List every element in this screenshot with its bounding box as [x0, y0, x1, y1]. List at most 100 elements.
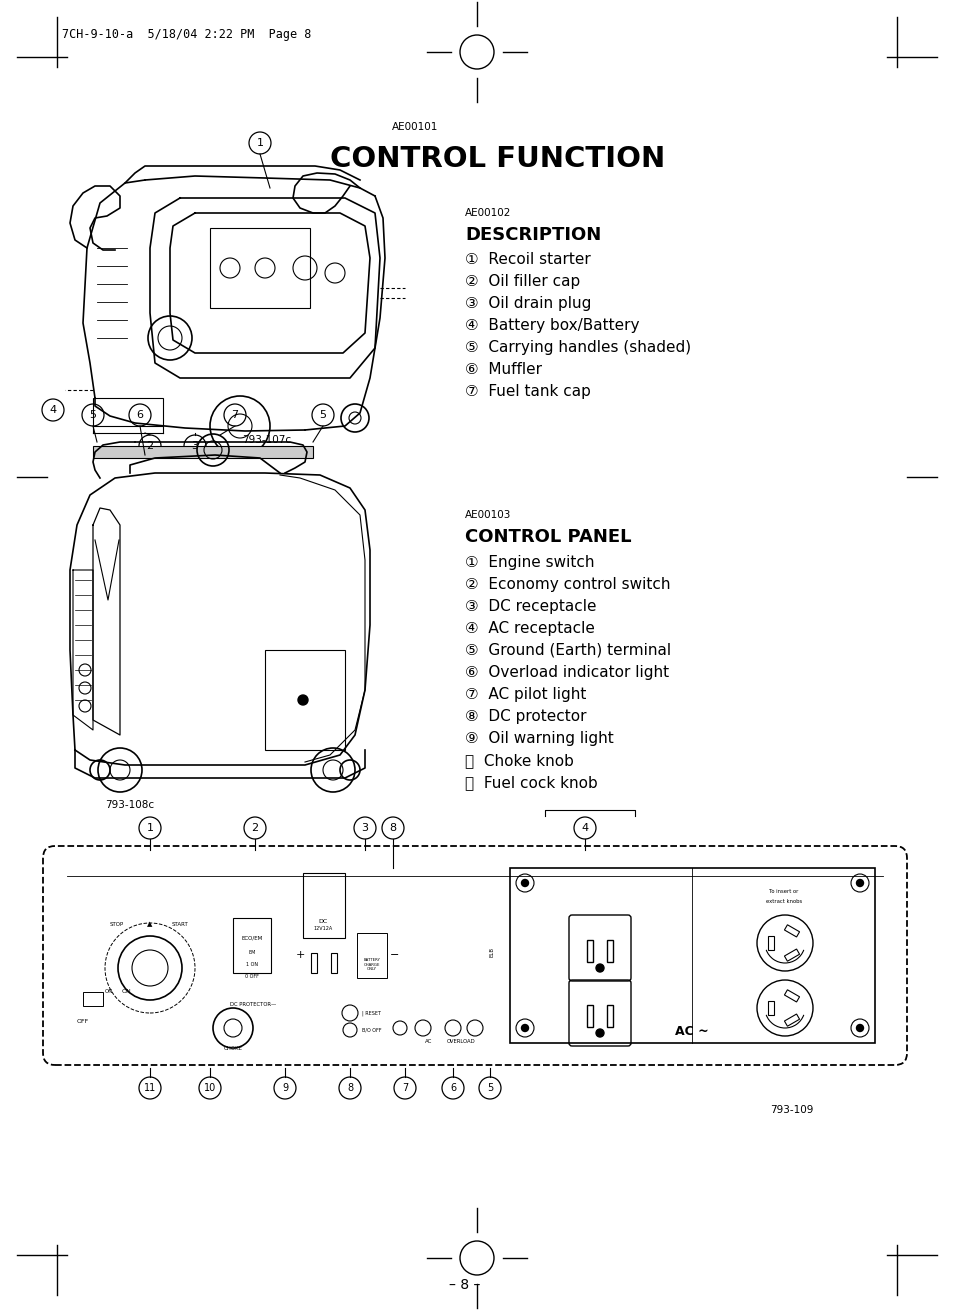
Text: 1: 1: [256, 138, 263, 148]
Bar: [767, 1001, 773, 1015]
Bar: [331, 953, 336, 974]
Bar: [233, 918, 271, 974]
Text: ON: ON: [122, 989, 132, 994]
Text: 793-108c: 793-108c: [105, 800, 154, 810]
Text: ①  Engine switch: ① Engine switch: [464, 555, 594, 569]
Text: 1: 1: [147, 823, 153, 833]
Text: +: +: [295, 950, 304, 960]
Text: 793-107c: 793-107c: [242, 436, 291, 445]
Bar: [83, 992, 103, 1006]
Text: ③  Oil drain plug: ③ Oil drain plug: [464, 297, 591, 311]
Text: extract knobs: extract knobs: [765, 899, 801, 904]
Bar: [265, 649, 345, 750]
Bar: [783, 989, 799, 1002]
Text: AE00101: AE00101: [392, 122, 438, 133]
Text: 2: 2: [252, 823, 258, 833]
Text: 2: 2: [146, 441, 153, 451]
Text: ON: ON: [105, 989, 113, 994]
Text: ①  Recoil starter: ① Recoil starter: [464, 252, 590, 268]
Text: 4: 4: [50, 405, 56, 415]
Text: BATTERY
CHARGE
ONLY: BATTERY CHARGE ONLY: [363, 958, 380, 971]
Circle shape: [596, 1029, 603, 1036]
Text: OVERLOAD: OVERLOAD: [447, 1039, 476, 1044]
Text: 4: 4: [580, 823, 588, 833]
Text: 11: 11: [144, 1082, 156, 1093]
Circle shape: [596, 964, 603, 972]
Text: To insert or: To insert or: [768, 890, 798, 893]
Text: 0 OFF: 0 OFF: [245, 974, 258, 979]
Text: ③  DC receptacle: ③ DC receptacle: [464, 600, 596, 614]
Text: AE00103: AE00103: [464, 510, 511, 520]
Text: 793-109: 793-109: [769, 1105, 813, 1115]
Text: EM: EM: [248, 950, 255, 955]
Text: ⑦  Fuel tank cap: ⑦ Fuel tank cap: [464, 384, 590, 399]
Text: 3: 3: [192, 441, 198, 451]
Circle shape: [297, 695, 308, 705]
Text: CONTROL FUNCTION: CONTROL FUNCTION: [330, 146, 664, 173]
Bar: [606, 939, 613, 962]
Text: 5: 5: [319, 409, 326, 420]
Text: ECO/EM: ECO/EM: [241, 935, 262, 941]
Text: 8: 8: [389, 823, 396, 833]
Circle shape: [856, 1025, 862, 1031]
Bar: [303, 872, 345, 938]
Text: DC: DC: [318, 918, 327, 924]
Text: DESCRIPTION: DESCRIPTION: [464, 226, 600, 244]
Text: ⑥  Overload indicator light: ⑥ Overload indicator light: [464, 665, 668, 680]
Text: AE00102: AE00102: [464, 209, 511, 218]
Text: 8: 8: [347, 1082, 353, 1093]
Text: 5: 5: [90, 409, 96, 420]
Bar: [606, 1005, 613, 1027]
Text: 3: 3: [361, 823, 368, 833]
Bar: [586, 1005, 593, 1027]
Bar: [356, 933, 387, 977]
Text: ④  Battery box/Battery: ④ Battery box/Battery: [464, 318, 639, 333]
Bar: [92, 446, 313, 458]
Text: ⑨  Oil warning light: ⑨ Oil warning light: [464, 731, 613, 747]
Text: ⑤  Carrying handles (shaded): ⑤ Carrying handles (shaded): [464, 340, 690, 356]
Text: 5: 5: [486, 1082, 493, 1093]
Text: 1 ON: 1 ON: [246, 962, 258, 967]
Text: AC: AC: [424, 1039, 432, 1044]
Text: 9: 9: [282, 1082, 288, 1093]
Text: ②  Economy control switch: ② Economy control switch: [464, 577, 670, 592]
Bar: [210, 228, 310, 308]
Text: ⑫  Fuel cock knob: ⑫ Fuel cock knob: [464, 775, 598, 790]
Bar: [783, 949, 799, 962]
Bar: [586, 939, 593, 962]
Text: 7: 7: [232, 409, 238, 420]
Circle shape: [521, 879, 528, 887]
Text: ⑥  Muffler: ⑥ Muffler: [464, 362, 541, 377]
Text: CONTROL PANEL: CONTROL PANEL: [464, 527, 631, 546]
Text: 10: 10: [204, 1082, 216, 1093]
Text: – 8 –: – 8 –: [449, 1278, 480, 1292]
Bar: [311, 953, 316, 974]
Text: CHOKE: CHOKE: [223, 1046, 242, 1051]
Text: B/O OFF: B/O OFF: [361, 1027, 381, 1033]
Text: ⑧  DC protector: ⑧ DC protector: [464, 708, 586, 724]
Text: 6: 6: [136, 409, 143, 420]
Text: 7: 7: [401, 1082, 408, 1093]
Text: ⑦  AC pilot light: ⑦ AC pilot light: [464, 687, 586, 702]
Circle shape: [521, 1025, 528, 1031]
Bar: [767, 935, 773, 950]
Bar: [783, 1014, 799, 1026]
Text: OFF: OFF: [77, 1019, 89, 1023]
Circle shape: [856, 879, 862, 887]
Text: −: −: [390, 950, 399, 960]
Text: ELB: ELB: [489, 947, 494, 956]
Text: ⑤  Ground (Earth) terminal: ⑤ Ground (Earth) terminal: [464, 643, 670, 659]
Text: ④  AC receptacle: ④ AC receptacle: [464, 621, 595, 636]
Text: 7CH-9-10-a  5/18/04 2:22 PM  Page 8: 7CH-9-10-a 5/18/04 2:22 PM Page 8: [62, 28, 311, 41]
Text: AC ~: AC ~: [675, 1025, 708, 1038]
Bar: [783, 925, 799, 937]
Text: START: START: [172, 922, 188, 928]
Text: STOP: STOP: [110, 922, 124, 928]
Bar: [510, 869, 874, 1043]
Text: | RESET: | RESET: [361, 1010, 380, 1015]
Text: ▲: ▲: [147, 921, 152, 928]
Text: DC PROTECTOR—: DC PROTECTOR—: [230, 1002, 276, 1008]
Bar: [92, 398, 163, 426]
Text: ⑪  Choke knob: ⑪ Choke knob: [464, 753, 574, 768]
Text: 6: 6: [450, 1082, 456, 1093]
